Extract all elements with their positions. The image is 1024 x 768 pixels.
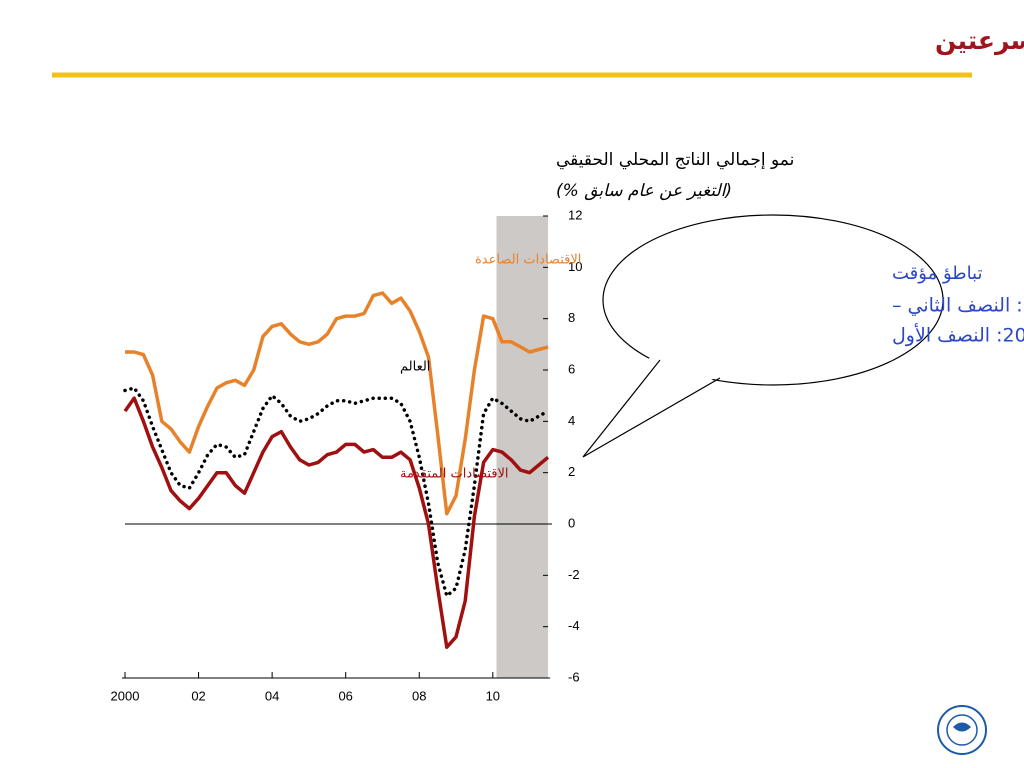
- callout-text: تباطؤ مؤقت: [892, 263, 983, 284]
- slide-title: الآفاق العالمية: مسيرة التعافي تتحرك بسر…: [935, 26, 1024, 56]
- series-line: [123, 396, 550, 649]
- logo-inner: [946, 714, 978, 746]
- chart-subtitle: (التغير عن عام سابق %): [556, 181, 732, 201]
- logo-ring: [937, 705, 987, 755]
- callout-text: 2011: النصف الأول: [892, 324, 1024, 347]
- y-tick-label: 12: [568, 207, 582, 222]
- x-tick-label: 02: [191, 688, 205, 703]
- x-tick-label: 06: [338, 688, 352, 703]
- y-tick-label: 4: [568, 413, 575, 428]
- series-label: الاقتصادات الصاعدة: [475, 253, 581, 268]
- logo-globe: [953, 722, 971, 732]
- x-tick-label: 08: [412, 688, 426, 703]
- series-label: الاقتصادات المتقدمة: [400, 467, 509, 482]
- projection-shade: [496, 216, 548, 678]
- x-tick-label: 10: [486, 688, 500, 703]
- series-label: العالم: [400, 360, 430, 375]
- y-tick-label: -2: [568, 567, 580, 582]
- callout-tail: [582, 359, 721, 458]
- series-line: [125, 291, 549, 516]
- y-tick-label: 8: [568, 310, 575, 325]
- x-tick-label: 04: [265, 688, 279, 703]
- callout-bubble: [602, 214, 944, 386]
- callout-text: 2010: النصف الثاني –: [892, 295, 1024, 317]
- y-tick-label: 2: [568, 464, 575, 479]
- y-tick-label: 0: [568, 515, 575, 530]
- logo: [937, 705, 987, 755]
- y-tick-label: -4: [568, 618, 580, 633]
- y-tick-label: -6: [568, 669, 580, 684]
- x-tick-label: 2000: [111, 688, 140, 703]
- callout-tail-fill: [583, 354, 728, 457]
- y-tick-label: 10: [568, 259, 582, 274]
- series-line: [123, 386, 550, 598]
- y-tick-label: 6: [568, 361, 575, 376]
- callout: تباطؤ مؤقت 2010: النصف الثاني – 2011: ال…: [582, 214, 1024, 458]
- chart-title: نمو إجمالي الناتج المحلي الحقيقي: [556, 150, 794, 170]
